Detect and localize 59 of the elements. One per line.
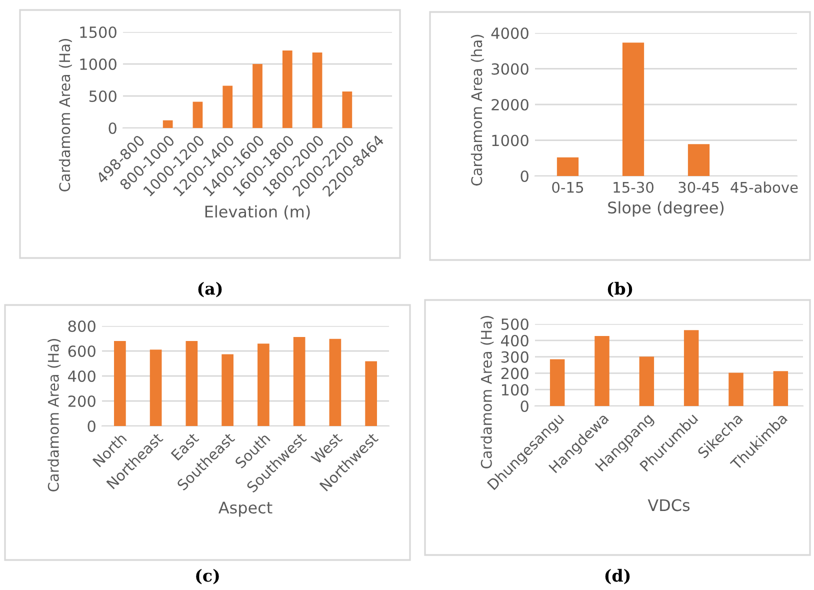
y-tick-label: 0: [520, 170, 528, 182]
bar: [365, 361, 377, 426]
y-tick-label: 200: [501, 368, 528, 380]
y-tick-label: 3000: [492, 63, 528, 75]
y-tick-label: 0: [88, 420, 96, 432]
x-axis-title: Aspect: [218, 502, 272, 517]
y-tick-label: 200: [68, 395, 96, 408]
text: (c): [196, 568, 219, 584]
bar: [684, 330, 699, 406]
text: (d): [605, 568, 630, 584]
bar: [622, 42, 644, 176]
bar: [222, 354, 234, 426]
bar: [594, 336, 610, 406]
y-tick-label: 1000: [80, 58, 116, 70]
bar: [186, 341, 198, 426]
y-tick-label: 0: [108, 122, 116, 134]
bar: [282, 50, 292, 128]
y-axis-title: Cardamom Area (Ha): [58, 39, 72, 192]
y-tick-label: 1000: [492, 134, 528, 146]
bar: [688, 144, 710, 176]
x-tick-label: 0-15: [552, 182, 584, 193]
text: (b): [608, 282, 632, 298]
x-axis-title: Elevation (m): [205, 205, 310, 220]
bar: [342, 92, 352, 128]
bar: [162, 120, 173, 128]
y-tick-label: 500: [501, 318, 528, 330]
bar: [639, 356, 654, 406]
x-tick-label: 45-above: [730, 182, 798, 193]
x-tick-label: 15-30: [614, 182, 654, 193]
bar: [222, 86, 233, 128]
y-tick-label: 1500: [80, 26, 116, 38]
y-tick-label: 300: [501, 351, 528, 363]
y-tick-label: 4000: [491, 27, 528, 40]
bar: [728, 372, 744, 406]
y-tick-label: 0: [520, 400, 528, 412]
bar: [258, 344, 270, 426]
bar: [550, 359, 565, 406]
bar: [150, 350, 162, 426]
bar: [252, 64, 262, 128]
bar: [293, 337, 306, 426]
y-tick-label: 800: [68, 320, 96, 332]
y-tick-label: 100: [502, 384, 528, 396]
bar: [556, 157, 579, 176]
bar: [329, 338, 342, 426]
x-axis-title: Slope (degree): [608, 201, 724, 217]
y-tick-label: 500: [89, 90, 116, 102]
x-tick-label: 30-45: [678, 182, 719, 193]
y-axis-title: Cardamom Area (Ha): [48, 339, 61, 492]
y-axis-title: Cardamom Area (ha): [470, 34, 484, 186]
x-axis-title: VDCs: [648, 499, 690, 512]
text: (a): [198, 282, 222, 298]
y-tick-label: 400: [68, 370, 96, 382]
bar: [114, 341, 126, 426]
bar: [773, 371, 788, 406]
y-tick-label: 2000: [492, 98, 528, 111]
bar: [312, 52, 322, 128]
bar: [192, 102, 203, 128]
y-tick-label: 400: [501, 334, 528, 346]
y-tick-label: 600: [68, 345, 96, 358]
